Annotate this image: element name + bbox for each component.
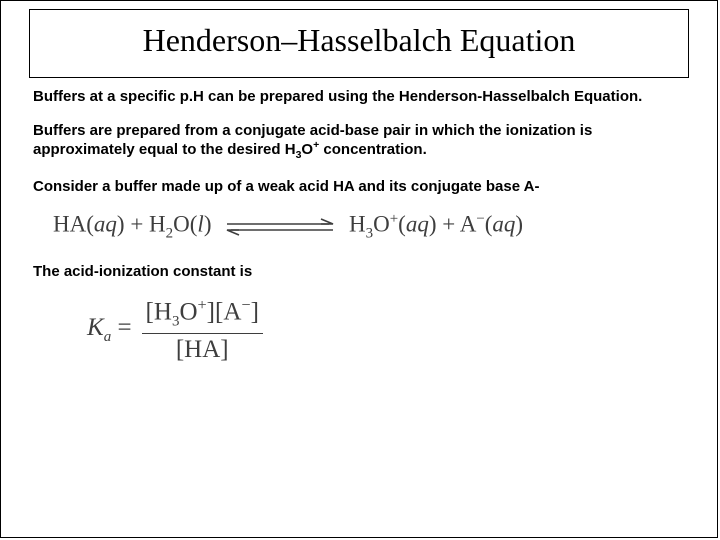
eq2-num-open1: [ [146, 299, 154, 326]
equilibrium-arrow-icon [225, 218, 335, 236]
eq2-denominator: [HA] [172, 336, 233, 364]
para2-o: O [301, 141, 313, 158]
eq1-h3o-open: ( [398, 212, 406, 237]
eq1-h3o-3: 3 [366, 226, 373, 242]
eq1-a-minus: − [476, 211, 484, 227]
eq1-a-state: aq [492, 212, 515, 237]
title-box: Henderson–Hasselbalch Equation [29, 9, 689, 78]
eq2-k: K [87, 314, 104, 341]
paragraph-1: Buffers at a specific p.H can be prepare… [33, 88, 685, 106]
eq2-num-a: A [223, 299, 241, 326]
eq1-a: A [460, 212, 477, 237]
eq2-fraction-bar [142, 333, 263, 334]
eq2-den-close: ] [220, 336, 228, 363]
eq2-num-close1: ] [207, 299, 215, 326]
eq2-num-plus: + [198, 296, 207, 314]
eq1-h3o-plus: + [390, 211, 398, 227]
eq2-den-open: [ [176, 336, 184, 363]
eq2-fraction: [H3O+][A−] [HA] [142, 296, 263, 363]
eq2-eq: = [111, 314, 131, 341]
eq1-ha-state: aq [94, 212, 117, 237]
paragraph-4: The acid-ionization constant is [33, 263, 685, 281]
eq1-h3o-state: aq [406, 212, 429, 237]
eq1-h2o-close: ) [204, 212, 212, 237]
eq1-h2o-o: O( [173, 212, 197, 237]
eq1-a-close: ) [515, 212, 523, 237]
eq2-num-o: O [179, 299, 197, 326]
equation-reaction: HA(aq) + H2O(l) H3O+(aq) + A−(aq) [53, 211, 685, 242]
eq1-h3o-h: H [349, 212, 366, 237]
para2-text-post: concentration. [319, 141, 427, 158]
eq2-lhs: Ka = [87, 314, 132, 346]
eq2-numerator: [H3O+][A−] [142, 296, 263, 330]
eq2-num-h: H [154, 299, 172, 326]
equation-ka: Ka = [H3O+][A−] [HA] [87, 296, 685, 363]
slide-body: Buffers at a specific p.H can be prepare… [1, 88, 717, 364]
eq2-num-close2: ] [251, 299, 259, 326]
eq2-den-ha: HA [184, 336, 220, 363]
eq2-num-minus: − [241, 296, 250, 314]
eq1-plus1: + [130, 212, 149, 237]
eq1-ha: HA( [53, 212, 94, 237]
eq1-h3o-o: O [373, 212, 390, 237]
eq1-ha-close: ) [117, 212, 125, 237]
paragraph-2: Buffers are prepared from a conjugate ac… [33, 122, 685, 162]
eq1-h3o-close: ) [429, 212, 437, 237]
paragraph-3: Consider a buffer made up of a weak acid… [33, 178, 685, 196]
eq1-plus2: + [442, 212, 459, 237]
eq1-h2o-h: H [149, 212, 166, 237]
slide-container: Henderson–Hasselbalch Equation Buffers a… [0, 0, 718, 538]
slide-title: Henderson–Hasselbalch Equation [40, 22, 678, 59]
